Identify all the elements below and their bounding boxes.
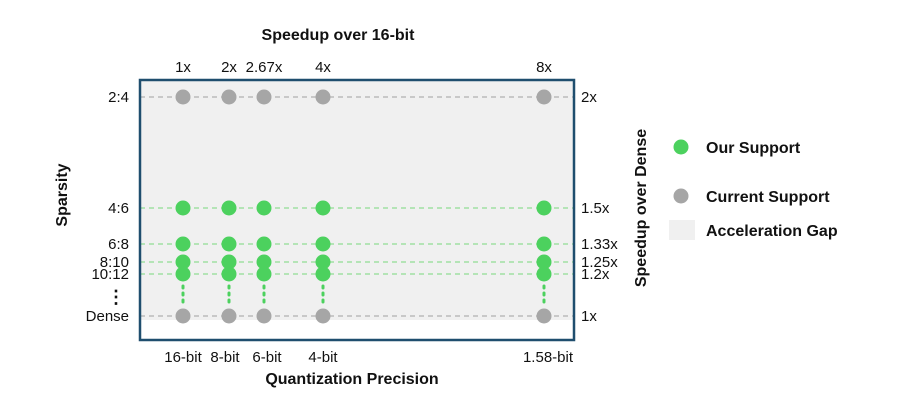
top-tick-labels: 1x 2x 2.67x 4x 8x bbox=[175, 59, 552, 76]
our-support-point-1 bbox=[221, 200, 237, 216]
x-tick-labels: 16-bit 8-bit 6-bit 4-bit 1.58-bit bbox=[164, 349, 574, 366]
top-tick-label: 2x bbox=[221, 59, 237, 76]
current-support-point-2 bbox=[256, 89, 272, 105]
right-tick-label: 1.5x bbox=[581, 200, 610, 217]
y-axis-title: Sparsity bbox=[54, 163, 71, 226]
plot-frame bbox=[138, 78, 576, 342]
current-support-point-7 bbox=[256, 308, 272, 324]
top-tick-label: 4x bbox=[315, 59, 331, 76]
our-support-point-17 bbox=[256, 266, 272, 282]
our-support-point-11 bbox=[221, 254, 237, 270]
legend-label: Our Support bbox=[706, 140, 801, 157]
our-support-point-19 bbox=[536, 266, 552, 282]
x-tick-label: 16-bit bbox=[164, 349, 202, 366]
top-axis-title: Speedup over 16-bit bbox=[262, 27, 416, 44]
legend: Our Support Current Support Acceleration G… bbox=[669, 139, 838, 240]
our-support-point-4 bbox=[536, 200, 552, 216]
our-support-point-14 bbox=[536, 254, 552, 270]
current-support-point-6 bbox=[221, 308, 237, 324]
our-support-point-15 bbox=[175, 266, 191, 282]
our-support-point-0 bbox=[175, 200, 191, 216]
legend-swatch bbox=[673, 188, 689, 204]
guide-lines bbox=[140, 96, 574, 317]
x-tick-label: 6-bit bbox=[252, 349, 282, 366]
top-tick-label: 8x bbox=[536, 59, 552, 76]
our-support-point-3 bbox=[315, 200, 331, 216]
our-support-point-7 bbox=[256, 236, 272, 252]
x-tick-label: 8-bit bbox=[210, 349, 240, 366]
right-tick-label: 1.33x bbox=[581, 236, 618, 253]
y-tick-label: 8:10 bbox=[100, 254, 129, 271]
our-support-point-18 bbox=[315, 266, 331, 282]
data-points bbox=[175, 89, 552, 324]
y-tick-label: Dense bbox=[86, 308, 129, 325]
acceleration-gap-region bbox=[140, 80, 574, 320]
our-support-point-16 bbox=[221, 266, 237, 282]
our-support-point-9 bbox=[536, 236, 552, 252]
current-support-point-5 bbox=[175, 308, 191, 324]
x-tick-label: 4-bit bbox=[308, 349, 338, 366]
right-axis-title: Speedup over Dense bbox=[633, 129, 650, 287]
legend-label: Current Support bbox=[706, 189, 830, 206]
legend-swatch bbox=[669, 220, 695, 240]
y-ellipsis: ⋮ bbox=[107, 287, 125, 307]
current-support-point-4 bbox=[536, 89, 552, 105]
our-support-point-5 bbox=[175, 236, 191, 252]
legend-label: Acceleration Gap bbox=[706, 223, 838, 240]
current-support-point-1 bbox=[221, 89, 237, 105]
current-support-point-8 bbox=[315, 308, 331, 324]
x-tick-label: 1.58-bit bbox=[523, 349, 574, 366]
right-tick-label: 2x bbox=[581, 89, 597, 106]
right-tick-label: 1.25x bbox=[581, 254, 618, 271]
current-support-point-0 bbox=[175, 89, 191, 105]
current-support-point-9 bbox=[536, 308, 552, 324]
top-tick-label: 1x bbox=[175, 59, 191, 76]
y-tick-label: 4:6 bbox=[108, 200, 129, 217]
current-support-point-3 bbox=[315, 89, 331, 105]
our-support-point-2 bbox=[256, 200, 272, 216]
our-support-point-6 bbox=[221, 236, 237, 252]
right-tick-label: 1x bbox=[581, 308, 597, 325]
our-support-point-13 bbox=[315, 254, 331, 270]
top-tick-label: 2.67x bbox=[246, 59, 283, 76]
our-support-point-12 bbox=[256, 254, 272, 270]
y-tick-label: 2:4 bbox=[108, 89, 129, 106]
x-axis-title: Quantization Precision bbox=[265, 371, 438, 388]
y-tick-label: 10:12 bbox=[91, 266, 129, 283]
our-support-point-10 bbox=[175, 254, 191, 270]
right-tick-label: 1.2x bbox=[581, 266, 610, 283]
legend-swatch bbox=[673, 139, 689, 155]
y-tick-label: 6:8 bbox=[108, 236, 129, 253]
our-support-point-8 bbox=[315, 236, 331, 252]
